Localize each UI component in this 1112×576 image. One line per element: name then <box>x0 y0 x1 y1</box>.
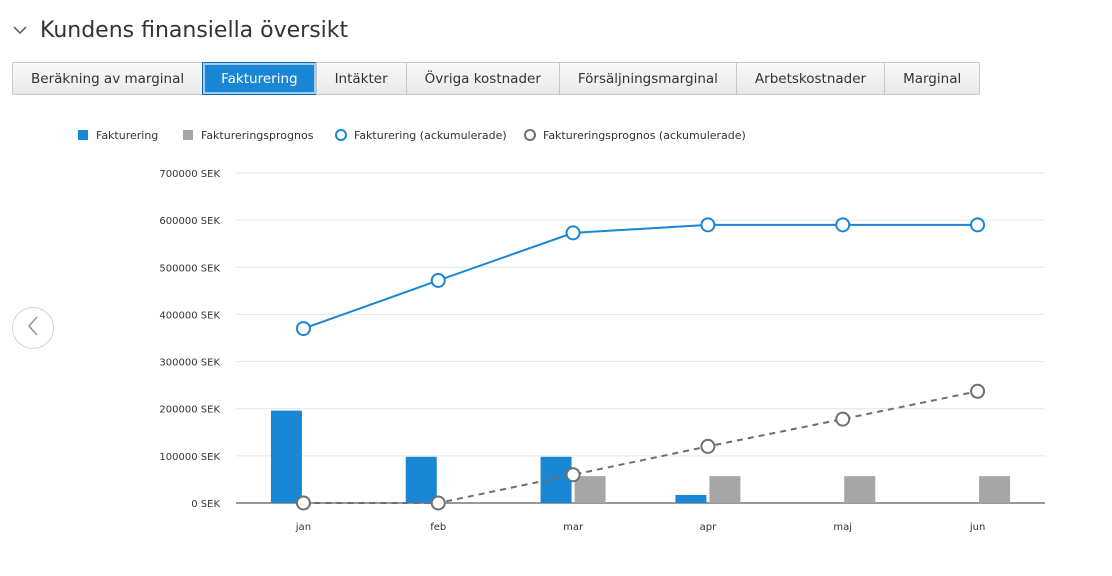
tab-bar: Beräkning av marginal Fakturering Intäkt… <box>12 62 981 95</box>
bar-fakturering <box>405 456 437 503</box>
legend-swatch <box>78 130 88 140</box>
tab-margin-calculation[interactable]: Beräkning av marginal <box>12 62 204 95</box>
tab-revenue[interactable]: Intäkter <box>315 62 407 95</box>
tab-margin[interactable]: Marginal <box>884 62 981 95</box>
bar-prognos <box>844 476 876 503</box>
legend-swatch <box>335 129 347 141</box>
y-tick-label: 700000 SEK <box>159 169 220 180</box>
data-point <box>835 217 851 233</box>
x-tick-label: mar <box>563 522 584 533</box>
tab-other-costs[interactable]: Övriga kostnader <box>405 62 560 95</box>
bar-fakturering <box>675 494 707 503</box>
chevron-down-icon[interactable] <box>10 20 30 40</box>
x-tick-label: jun <box>969 522 985 533</box>
data-point <box>835 411 851 427</box>
data-point <box>295 321 311 337</box>
tab-labor-costs[interactable]: Arbetskostnader <box>735 62 886 95</box>
x-tick-label: jan <box>295 522 311 533</box>
legend-label: Fakturering (ackumulerade) <box>354 129 507 142</box>
legend-label: Faktureringsprognos <box>201 129 314 142</box>
legend-label: Faktureringsprognos (ackumulerade) <box>543 129 746 142</box>
tab-label: Försäljningsmarginal <box>577 70 718 87</box>
tab-label: Fakturering <box>221 70 298 87</box>
series-line-prognos-ack <box>303 390 978 504</box>
section-header[interactable]: Kundens finansiella översikt <box>10 14 348 46</box>
data-point <box>970 383 986 399</box>
bar-prognos <box>574 476 606 503</box>
x-tick-label: maj <box>833 522 852 533</box>
tab-label: Arbetskostnader <box>754 70 867 87</box>
tab-label: Övriga kostnader <box>424 70 541 87</box>
legend-label: Fakturering <box>96 129 158 142</box>
data-point <box>430 272 446 288</box>
y-tick-label: 100000 SEK <box>159 452 220 463</box>
x-tick-label: apr <box>700 522 717 533</box>
y-tick-label: 400000 SEK <box>159 310 220 321</box>
data-point <box>565 225 581 241</box>
tab-label: Marginal <box>903 70 962 87</box>
data-point <box>700 217 716 233</box>
tab-sales-margin[interactable]: Försäljningsmarginal <box>558 62 737 95</box>
y-tick-label: 200000 SEK <box>159 405 220 416</box>
x-tick-label: feb <box>430 522 446 533</box>
bar-prognos <box>709 476 741 503</box>
y-tick-label: 300000 SEK <box>159 358 220 369</box>
page-title: Kundens finansiella översikt <box>40 17 349 43</box>
legend-swatch <box>183 130 193 140</box>
tab-label: Intäkter <box>334 70 388 87</box>
data-point <box>295 495 311 511</box>
series-line-fakturering-ack <box>303 223 978 330</box>
data-point <box>700 438 716 454</box>
legend-swatch <box>524 129 536 141</box>
data-point <box>430 495 446 511</box>
bar-fakturering <box>270 410 302 503</box>
bar-prognos <box>979 476 1011 503</box>
chevron-left-icon <box>26 315 40 341</box>
y-tick-label: 0 SEK <box>191 499 220 510</box>
previous-button[interactable] <box>12 307 54 349</box>
data-point <box>970 217 986 233</box>
y-tick-label: 600000 SEK <box>159 216 220 227</box>
tab-label: Beräkning av marginal <box>31 70 185 87</box>
data-point <box>565 467 581 483</box>
y-tick-label: 500000 SEK <box>159 263 220 274</box>
